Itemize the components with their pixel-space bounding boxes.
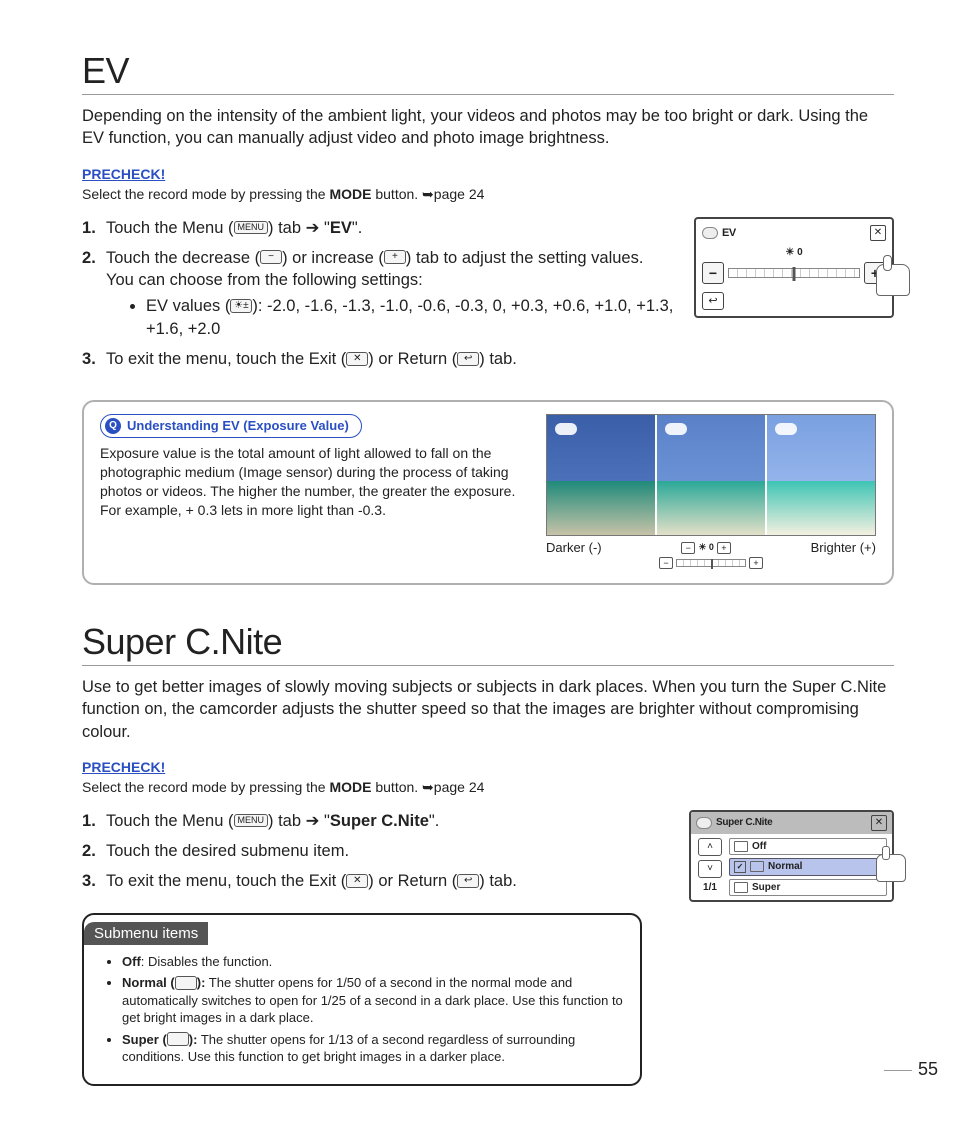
cnite-screen-title: Super C.Nite xyxy=(716,817,772,828)
ev-minus-button[interactable]: − xyxy=(702,262,724,284)
darker-label: Darker (-) xyxy=(546,540,602,555)
ev-return-button[interactable]: ↩ xyxy=(702,292,724,310)
cnite-item-super[interactable]: Super xyxy=(729,879,887,896)
normal-mode-icon xyxy=(175,976,197,990)
menu-icon: MENU xyxy=(234,814,269,827)
ev-close-button[interactable]: ✕ xyxy=(870,225,886,241)
hand-pointer-icon xyxy=(876,264,910,296)
ev-info-panel: Q Understanding EV (Exposure Value) Expo… xyxy=(82,400,894,585)
cnite-item-off[interactable]: Off xyxy=(729,838,887,855)
cnite-step-2: Touch the desired submenu item. xyxy=(82,840,665,862)
ev-step-2: Touch the decrease (−) or increase (+) t… xyxy=(82,247,674,340)
ev-intro: Depending on the intensity of the ambien… xyxy=(82,105,894,150)
ev-value-label: ☀ 0 xyxy=(702,247,886,258)
precheck-text: Select the record mode by pressing the M… xyxy=(82,779,894,796)
precheck-text: Select the record mode by pressing the M… xyxy=(82,186,894,203)
precheck-label: PRECHECK! xyxy=(82,759,165,775)
cnite-item-normal[interactable]: ✓Normal xyxy=(729,858,887,876)
cnite-step-1: Touch the Menu (MENU) tab ➔ "Super C.Nit… xyxy=(82,810,665,832)
ev-scale[interactable] xyxy=(728,268,860,278)
cnite-precheck: PRECHECK! Select the record mode by pres… xyxy=(82,759,894,796)
mini-ev-bar: − ☀ 0 + xyxy=(681,542,731,554)
submenu-box: Submenu items Off: Disables the function… xyxy=(82,913,642,1086)
magnifier-icon: Q xyxy=(105,418,121,434)
hand-pointer-icon xyxy=(876,854,906,882)
precheck-label: PRECHECK! xyxy=(82,166,165,182)
ev-steps: Touch the Menu (MENU) tab ➔ "EV". Touch … xyxy=(82,217,674,371)
pane-brighter xyxy=(767,415,875,535)
cloud-icon xyxy=(702,227,718,239)
exit-icon: ✕ xyxy=(346,874,368,888)
normal-mode-icon xyxy=(750,861,764,872)
ev-screen-illustration: EV ✕ ☀ 0 − + ↩ xyxy=(694,217,894,318)
ev-icon: ☀± xyxy=(230,299,252,313)
info-body: Exposure value is the total amount of li… xyxy=(100,444,528,520)
cnite-intro: Use to get better images of slowly movin… xyxy=(82,676,894,743)
check-icon: ✓ xyxy=(734,861,746,873)
cnite-step-3: To exit the menu, touch the Exit (✕) or … xyxy=(82,870,665,892)
plus-icon: + xyxy=(384,250,406,264)
page-number: 55 xyxy=(884,1059,938,1080)
cnite-page-label: 1/1 xyxy=(703,882,717,893)
exposure-comparison-image xyxy=(546,414,876,536)
info-badge-label: Understanding EV (Exposure Value) xyxy=(127,417,349,435)
submenu-off: Off: Disables the function. xyxy=(122,953,624,971)
super-mode-icon xyxy=(734,882,748,893)
minus-icon: − xyxy=(260,250,282,264)
submenu-normal: Normal (): The shutter opens for 1/50 of… xyxy=(122,974,624,1027)
ev-screen-title: EV xyxy=(722,227,736,239)
pane-normal xyxy=(657,415,765,535)
info-badge: Q Understanding EV (Exposure Value) xyxy=(100,414,362,438)
ev-values: EV values (☀±): -2.0, -1.6, -1.3, -1.0, … xyxy=(146,295,674,340)
cnite-up-button[interactable]: ˄ xyxy=(698,838,722,856)
submenu-super: Super (): The shutter opens for 1/13 of … xyxy=(122,1031,624,1066)
cloud-icon xyxy=(696,817,712,829)
ev-heading: EV xyxy=(82,50,894,95)
cnite-screen-illustration: Super C.Nite ✕ ˄ ˅ 1/1 Off ✓Normal Super xyxy=(689,810,894,902)
cnite-down-button[interactable]: ˅ xyxy=(698,860,722,878)
brighter-label: Brighter (+) xyxy=(811,540,876,555)
submenu-title: Submenu items xyxy=(84,922,208,945)
return-icon: ↩ xyxy=(457,352,479,366)
ev-step-3: To exit the menu, touch the Exit (✕) or … xyxy=(82,348,674,370)
cnite-close-button[interactable]: ✕ xyxy=(871,815,887,831)
super-mode-icon xyxy=(167,1032,189,1046)
menu-icon: MENU xyxy=(234,221,269,234)
ev-step-1: Touch the Menu (MENU) tab ➔ "EV". xyxy=(82,217,674,239)
ev-precheck: PRECHECK! Select the record mode by pres… xyxy=(82,166,894,203)
cnite-heading: Super C.Nite xyxy=(82,621,894,666)
off-mode-icon xyxy=(734,841,748,852)
exit-icon: ✕ xyxy=(346,352,368,366)
pane-darker xyxy=(547,415,655,535)
cnite-steps: Touch the Menu (MENU) tab ➔ "Super C.Nit… xyxy=(82,810,665,893)
return-icon: ↩ xyxy=(457,874,479,888)
